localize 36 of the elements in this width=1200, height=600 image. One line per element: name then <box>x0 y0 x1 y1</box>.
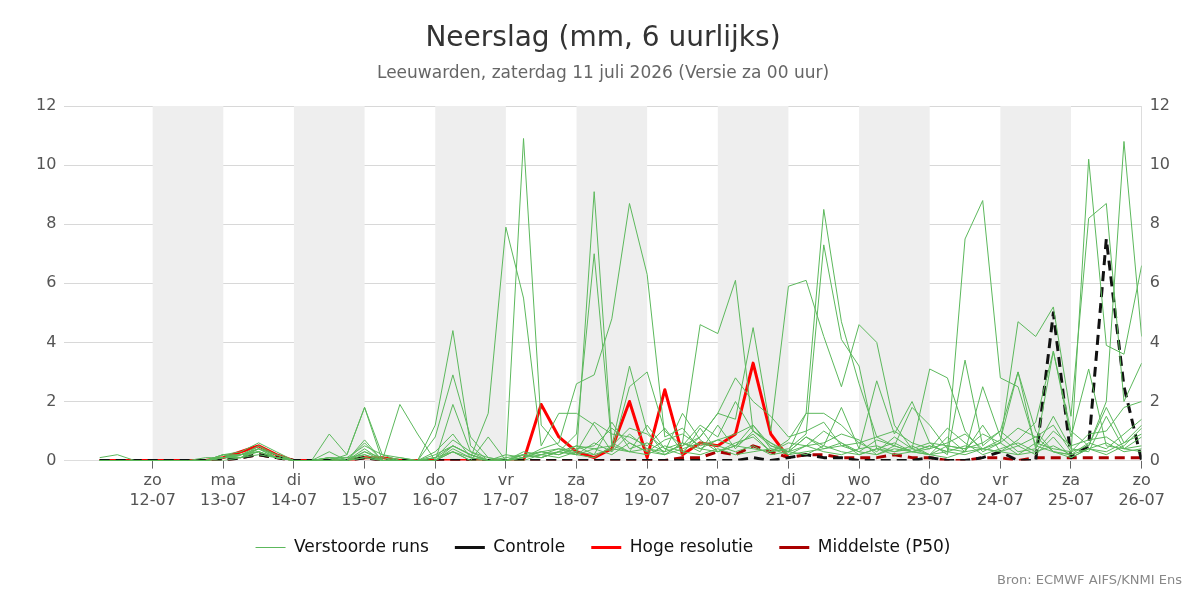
y2-tick-label: 0 <box>1149 449 1160 469</box>
x-tick-label: zo 12-07 <box>129 470 176 509</box>
y-tick-label: 10 <box>36 154 57 174</box>
y-tick-label: 12 <box>36 95 57 115</box>
legend-label: Middelste (P50) <box>817 535 951 556</box>
chart-title: Neerslag (mm, 6 uurlijks) <box>425 20 781 54</box>
y2-tick-label: 10 <box>1149 154 1170 174</box>
y2-tick-label: 4 <box>1149 331 1160 351</box>
text: Bron: ECMWF AIFS/KNMI Ens <box>997 572 1182 587</box>
legend-label: Hoge resolutie <box>629 535 754 556</box>
y2-tick-label: 6 <box>1149 272 1160 292</box>
x-tick-label: di 21-07 <box>765 470 812 509</box>
y-tick-label: 0 <box>46 449 57 469</box>
x-tick-label: do 23-07 <box>906 470 953 509</box>
chart-subtitle: Leeuwarden, zaterdag 11 juli 2026 (Versie za 00 uur) <box>376 62 830 83</box>
x-tick-label: za 25-07 <box>1047 470 1095 509</box>
x-tick-label: zo 19-07 <box>623 470 671 509</box>
y-tick-label: 4 <box>46 331 57 351</box>
x-tick-label: do 16-07 <box>411 470 459 509</box>
x-tick-label: ma 13-07 <box>200 470 247 509</box>
legend-label: Verstoorde runs <box>294 535 429 556</box>
x-tick-label: vr 17-07 <box>482 470 530 509</box>
y2-tick-label: 2 <box>1149 390 1160 410</box>
y2-tick-label: 8 <box>1149 213 1160 233</box>
x-tick-label: wo 15-07 <box>341 470 388 509</box>
y2-tick-label: 12 <box>1149 95 1170 115</box>
y-tick-label: 2 <box>46 390 57 410</box>
x-tick-label: zo 26-07 <box>1118 470 1165 509</box>
x-tick-label: vr 24-07 <box>977 470 1024 509</box>
x-tick-label: wo 22-07 <box>835 470 883 509</box>
x-tick-label: ma 20-07 <box>694 470 742 509</box>
x-tick-label: di 14-07 <box>270 470 318 509</box>
legend-label: Controle <box>493 535 566 556</box>
y-tick-label: 8 <box>46 213 57 233</box>
x-tick-label: za 18-07 <box>553 470 600 509</box>
y-tick-label: 6 <box>46 272 57 292</box>
